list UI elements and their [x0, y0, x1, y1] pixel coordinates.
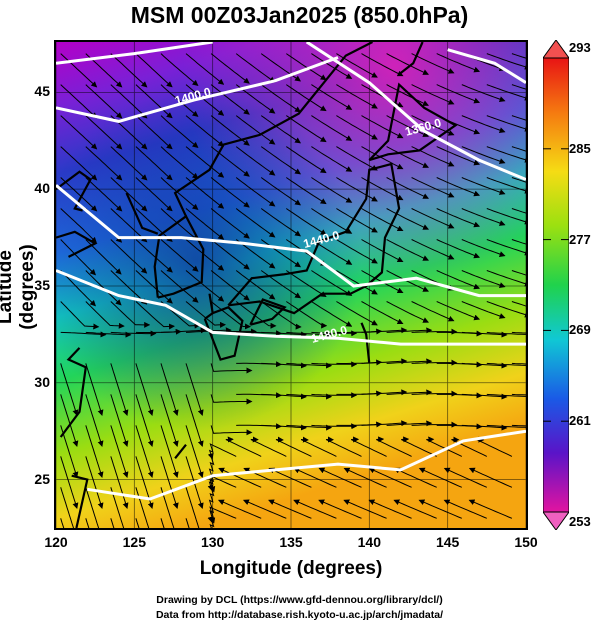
y-tick-45: 45 — [34, 83, 50, 100]
colorbar-tick-261: 261 — [569, 413, 591, 429]
x-tick-130: 130 — [200, 534, 225, 550]
y-tick-35: 35 — [34, 276, 50, 293]
credit-drawing: Drawing by DCL (https://www.gfd-dennou.o… — [156, 594, 443, 606]
x-tick-120: 120 — [44, 534, 68, 550]
geopotential-contours — [56, 42, 526, 501]
x-tick-145: 145 — [435, 534, 460, 550]
credit-data: Data from http://database.rish.kyoto-u.a… — [155, 609, 444, 621]
colorbar-tick-285: 285 — [569, 140, 591, 156]
x-tick-140: 140 — [357, 534, 381, 550]
x-tick-150: 150 — [514, 534, 538, 550]
map-frame: 1400.0 1360.0 1440.0 1480.0 — [54, 40, 528, 530]
y-tick-25: 25 — [34, 470, 50, 487]
colorbar-tick-293: 293 — [569, 40, 591, 55]
colorbar — [543, 40, 569, 530]
colorbar-tick-269: 269 — [569, 322, 591, 338]
y-tick-30: 30 — [34, 373, 50, 390]
y-tick-40: 40 — [34, 180, 50, 197]
x-axis-label: Longitude (degrees) — [199, 558, 383, 579]
wind-streamlines — [60, 53, 526, 528]
x-tick-125: 125 — [122, 534, 146, 550]
colorbar-tick-253: 253 — [569, 514, 591, 529]
x-tick-135: 135 — [279, 534, 303, 550]
page-title: MSM 00Z03Jan2025 (850.0hPa) — [130, 2, 469, 28]
colorbar-tick-277: 277 — [569, 231, 591, 247]
